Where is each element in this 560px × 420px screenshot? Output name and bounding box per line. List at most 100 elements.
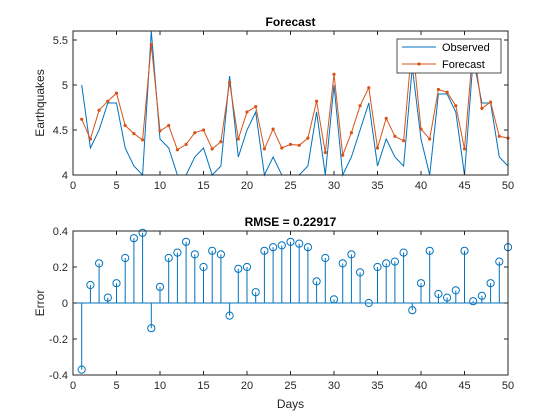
forecast-point <box>367 86 371 90</box>
forecast-point <box>210 147 214 151</box>
forecast-ytick-label: 5.5 <box>53 35 68 47</box>
error-xlabel: Days <box>277 397 304 411</box>
forecast-point <box>480 106 484 110</box>
forecast-point <box>123 123 127 128</box>
forecast-ytick-label: 4 <box>62 170 68 182</box>
forecast-point <box>288 142 293 146</box>
forecast-point <box>358 104 362 108</box>
error-stem-marker <box>251 288 260 297</box>
legend: Observed Forecast <box>396 38 502 74</box>
error-stem-marker <box>112 279 121 288</box>
error-stem-marker <box>425 246 434 255</box>
forecast-axes-box <box>72 30 509 176</box>
forecast-point <box>375 146 380 150</box>
error-stem-marker <box>329 295 339 304</box>
error-stem-marker <box>295 239 304 248</box>
forecast-xtick-label: 0 <box>70 180 76 192</box>
forecast-point <box>184 142 188 146</box>
forecast-point <box>280 146 284 150</box>
forecast-point <box>393 134 397 138</box>
error-stem-marker <box>338 259 347 268</box>
forecast-xtick-label: 25 <box>284 180 296 192</box>
forecast-point <box>323 150 327 155</box>
forecast-point <box>228 80 232 84</box>
error-stem-marker <box>495 257 504 266</box>
forecast-point <box>341 153 345 157</box>
error-stem-marker <box>303 243 312 252</box>
forecast-point <box>297 143 301 147</box>
forecast-point <box>80 117 84 121</box>
forecast-xtick-label: 15 <box>197 180 209 192</box>
error-stem-marker <box>443 293 452 302</box>
error-stem-marker <box>356 268 365 277</box>
forecast-ytick-label: 5 <box>62 80 68 92</box>
error-stem-marker <box>390 257 399 266</box>
error-ylabel: Error <box>33 290 47 317</box>
forecast-point <box>384 116 388 120</box>
error-xtick-label: 45 <box>458 380 470 392</box>
error-xtick-label: 35 <box>371 380 383 392</box>
forecast-point <box>428 137 432 141</box>
forecast-xtick-label: 5 <box>113 180 119 192</box>
forecast-ticks: 0 5 10 15 20 25 30 35 40 45 50 4 4.5 5 5.5 <box>53 31 514 192</box>
error-ticks: 0 5 10 15 20 25 30 35 40 45 50 -0.4 -0.2 0 0.2 0.4 <box>49 226 514 392</box>
error-axes: 0 5 10 15 20 25 30 35 40 45 50 -0.4 -0.2 0 0.2 0.4 RMSE… <box>33 215 514 411</box>
error-stem-marker <box>182 237 191 246</box>
error-stem-marker <box>225 311 234 320</box>
error-xtick-label: 10 <box>154 380 166 392</box>
legend-forecast-marker <box>417 62 421 66</box>
forecast-point <box>489 100 493 104</box>
error-ytick-label: 0 <box>62 298 68 310</box>
error-stem-marker <box>373 262 382 272</box>
forecast-point <box>254 105 258 109</box>
error-ytick-label: 0.2 <box>53 262 68 274</box>
error-stem-marker <box>277 241 286 250</box>
error-stem-marker <box>121 253 130 263</box>
error-stem-marker <box>321 253 330 263</box>
error-stem-marker <box>460 246 469 255</box>
error-stem-marker <box>208 246 217 255</box>
forecast-point <box>201 128 206 132</box>
legend-observed-label: Observed <box>442 42 490 54</box>
forecast-point <box>141 138 145 142</box>
error-xtick-label: 15 <box>197 380 209 392</box>
error-stem-marker <box>286 237 295 246</box>
error-stem-marker <box>242 262 252 272</box>
error-stem-marker <box>129 234 138 243</box>
forecast-point <box>462 147 467 151</box>
forecast-point <box>245 110 249 114</box>
forecast-point <box>193 131 197 135</box>
forecast-point <box>306 136 310 140</box>
error-stem-marker <box>416 279 426 288</box>
error-stem-marker <box>434 289 443 299</box>
forecast-point <box>436 87 440 92</box>
error-xtick-label: 40 <box>415 380 427 392</box>
forecast-point <box>497 134 501 138</box>
forecast-point <box>167 123 171 128</box>
forecast-point <box>454 104 458 108</box>
forecast-point <box>132 132 136 136</box>
error-stem-marker <box>173 248 182 257</box>
forecast-point <box>349 131 353 135</box>
forecast-point <box>158 129 162 133</box>
forecast-series-line <box>81 41 509 156</box>
error-stem-marker <box>469 297 478 306</box>
forecast-point <box>219 140 223 144</box>
error-stem-marker <box>477 291 486 300</box>
forecast-xtick-label: 30 <box>328 180 340 192</box>
legend-box <box>396 38 502 74</box>
error-stem-marker <box>86 280 95 290</box>
forecast-ylabel: Earthquakes <box>33 69 47 136</box>
error-stem-marker <box>312 277 321 286</box>
forecast-point <box>149 42 153 47</box>
error-stem-marker <box>260 246 269 255</box>
error-stem-marker <box>164 253 173 263</box>
forecast-xtick-label: 35 <box>371 180 383 192</box>
error-stem-marker <box>382 259 391 268</box>
forecast-point <box>332 72 336 76</box>
error-stem-marker <box>190 250 199 259</box>
forecast-point <box>106 99 110 103</box>
error-ytick-label: -0.4 <box>49 370 68 382</box>
error-stem-marker <box>77 365 86 374</box>
